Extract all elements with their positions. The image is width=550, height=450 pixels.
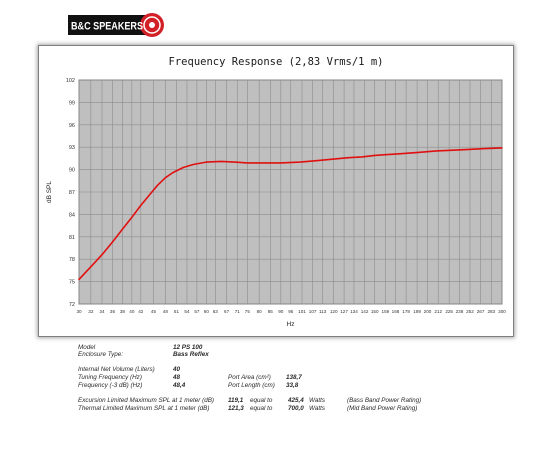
spec-thermal-watts: 700,0 bbox=[288, 405, 304, 412]
y-axis-label: dB SPL bbox=[46, 181, 53, 203]
logo-text: B&C SPEAKERS bbox=[71, 21, 143, 33]
spec-port-length-value: 33,8 bbox=[286, 382, 299, 389]
x-tick-label: 300 bbox=[498, 309, 506, 314]
y-tick-label: 75 bbox=[69, 280, 75, 286]
x-tick-label: 48 bbox=[163, 309, 169, 314]
spec-excursion-unit: Watts bbox=[309, 397, 325, 404]
spec-f3-label: Frequency (-3 dB) (Hz) bbox=[78, 382, 143, 389]
x-tick-label: 32 bbox=[88, 309, 94, 314]
chart-panel: Frequency Response (2,83 Vrms/1 m) 30 32 3… bbox=[38, 45, 514, 337]
spec-model-value: 12 PS 100 bbox=[173, 344, 203, 351]
x-tick-label: 36 bbox=[110, 309, 116, 314]
spec-tuning-value: 48 bbox=[173, 374, 181, 381]
spec-port-area-value: 138,7 bbox=[286, 374, 302, 381]
y-tick-label: 96 bbox=[69, 123, 75, 129]
x-tick-label: 63 bbox=[213, 309, 219, 314]
spec-port-length-label: Port Length (cm) bbox=[228, 382, 275, 389]
x-tick-label: 178 bbox=[402, 309, 410, 314]
spec-enclosure-label: Enclosure Type: bbox=[78, 351, 124, 358]
x-tick-label: 95 bbox=[288, 309, 294, 314]
spec-excursion-equal: equal to bbox=[250, 397, 273, 404]
spec-thermal-equal: equal to bbox=[250, 405, 273, 412]
x-tick-label: 90 bbox=[278, 309, 284, 314]
frequency-response-chart: 30 32 34 36 38 40 42 45 48 51 54 57 60 63 67 71 75 80 85 90… bbox=[46, 78, 506, 328]
spec-excursion-watts: 425,4 bbox=[288, 397, 304, 404]
spec-volume-value: 40 bbox=[173, 366, 181, 373]
y-tick-label: 78 bbox=[69, 257, 75, 263]
x-tick-label: 85 bbox=[268, 309, 274, 314]
x-tick-label: 71 bbox=[235, 309, 241, 314]
x-tick-label: 101 bbox=[298, 309, 306, 314]
x-tick-label: 42 bbox=[138, 309, 144, 314]
x-tick-label: 159 bbox=[382, 309, 390, 314]
x-tick-label: 67 bbox=[224, 309, 230, 314]
x-tick-label: 34 bbox=[99, 309, 105, 314]
spec-f3-value: 48,4 bbox=[173, 382, 186, 389]
x-tick-label: 40 bbox=[129, 309, 135, 314]
chart-title: Frequency Response (2,83 Vrms/1 m) bbox=[168, 56, 384, 68]
spec-model-label: Model bbox=[78, 344, 96, 351]
x-tick-label: 212 bbox=[434, 309, 442, 314]
logo-black-box bbox=[68, 15, 148, 35]
x-tick-label: 200 bbox=[424, 309, 432, 314]
y-tick-label: 102 bbox=[66, 78, 75, 84]
spec-excursion-label: Excursion Limited Maximum SPL at 1 meter… bbox=[78, 397, 215, 404]
spec-thermal-label: Thermal Limited Maximum SPL at 1 meter (… bbox=[78, 405, 210, 412]
spec-thermal-value: 121,3 bbox=[228, 405, 244, 412]
spec-excursion-note: (Bass Band Power Rating) bbox=[347, 397, 422, 404]
x-tick-label: 107 bbox=[309, 309, 317, 314]
frequency-response-line bbox=[78, 147, 503, 281]
x-tick-label: 75 bbox=[245, 309, 251, 314]
brand-logo: B&C SPEAKERS bbox=[68, 12, 166, 38]
spec-enclosure-value: Bass Reflex bbox=[173, 351, 209, 358]
spec-volume-label: Internal Net Volume (Liters) bbox=[78, 366, 155, 373]
y-tick-label: 81 bbox=[69, 235, 75, 241]
x-tick-label: 225 bbox=[445, 309, 453, 314]
x-tick-label: 283 bbox=[487, 309, 495, 314]
spec-port-area-label: Port Area (cm²) bbox=[228, 374, 271, 381]
spec-thermal-unit: Watts bbox=[309, 405, 325, 412]
x-tick-label: 189 bbox=[413, 309, 421, 314]
x-tick-label: 238 bbox=[456, 309, 464, 314]
y-tick-label: 90 bbox=[69, 168, 75, 174]
x-axis-label: Hz bbox=[287, 321, 295, 328]
y-tick-label: 87 bbox=[69, 190, 75, 196]
x-tick-label: 57 bbox=[194, 309, 200, 314]
x-tick-label: 45 bbox=[151, 309, 157, 314]
x-tick-label: 38 bbox=[120, 309, 126, 314]
x-tick-label: 54 bbox=[184, 309, 190, 314]
x-tick-label: 168 bbox=[392, 309, 400, 314]
y-tick-label: 99 bbox=[69, 100, 75, 106]
x-tick-label: 60 bbox=[204, 309, 210, 314]
x-tick-label: 267 bbox=[477, 309, 485, 314]
x-tick-label: 142 bbox=[361, 309, 369, 314]
spec-excursion-value: 119,1 bbox=[228, 397, 244, 404]
x-tick-label: 80 bbox=[257, 309, 263, 314]
spec-tuning-label: Tuning Frequency (Hz) bbox=[78, 374, 142, 381]
y-tick-label: 84 bbox=[69, 212, 75, 218]
x-tick-label: 150 bbox=[371, 309, 379, 314]
y-tick-label: 72 bbox=[69, 302, 75, 308]
y-tick-label: 93 bbox=[69, 145, 75, 151]
x-tick-label: 127 bbox=[340, 309, 348, 314]
x-tick-label: 113 bbox=[319, 309, 327, 314]
x-tick-label: 30 bbox=[76, 309, 82, 314]
x-tick-label: 252 bbox=[466, 309, 474, 314]
x-tick-label: 120 bbox=[330, 309, 338, 314]
spec-thermal-note: (Mid Band Power Rating) bbox=[347, 405, 418, 412]
x-tick-label: 134 bbox=[350, 309, 358, 314]
x-tick-label: 51 bbox=[174, 309, 180, 314]
